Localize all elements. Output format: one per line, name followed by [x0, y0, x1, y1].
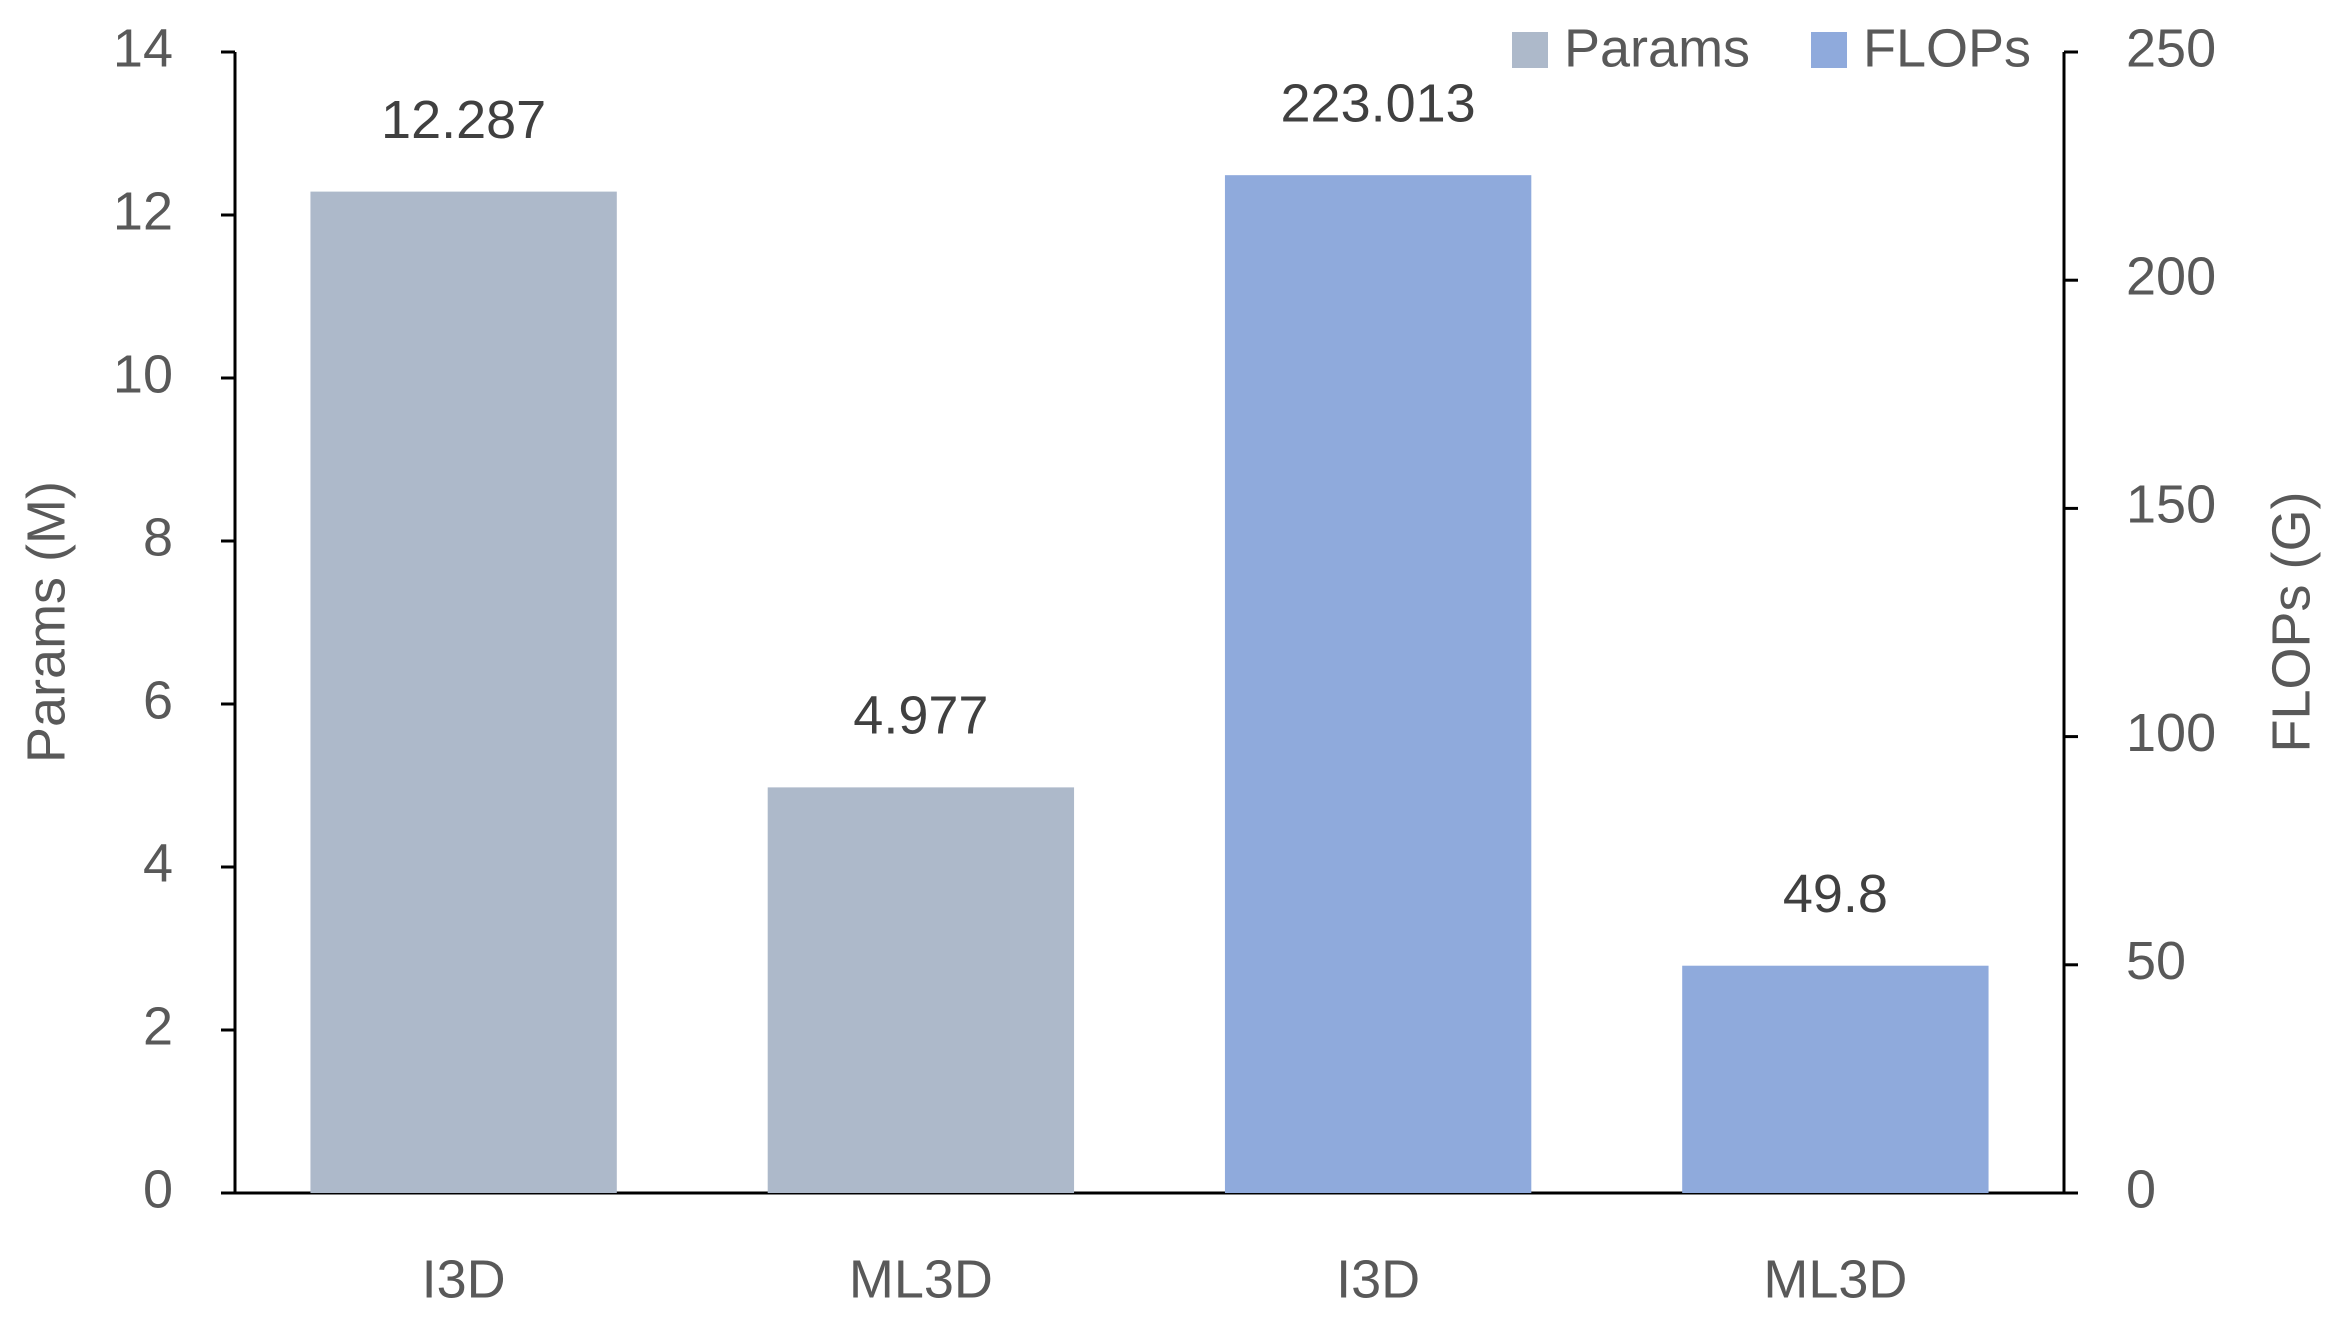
legend-swatch [1811, 32, 1847, 68]
x-tick-label: I3D [422, 1249, 506, 1309]
y-tick-label: 10 [113, 344, 173, 404]
y-axis-title: Params (M) [16, 481, 76, 763]
y-tick-label: 14 [113, 18, 173, 78]
y-tick-label: 8 [143, 507, 173, 567]
data-label: 4.977 [853, 686, 988, 746]
bar [310, 191, 617, 1193]
legend-swatch [1512, 32, 1548, 68]
bar [1224, 175, 1532, 1193]
y2-axis-title: FLOPs (G) [2261, 491, 2321, 752]
legend-label: FLOPs [1863, 18, 2031, 78]
y-tick-label: 12 [113, 181, 173, 241]
y-tick-label: 2 [143, 996, 173, 1056]
x-tick-label: I3D [1336, 1249, 1420, 1309]
y2-tick-label: 150 [2126, 475, 2216, 535]
y2-tick-label: 200 [2126, 246, 2216, 306]
legend-label: Params [1564, 18, 1750, 78]
y2-tick-label: 50 [2126, 931, 2186, 991]
y-tick-label: 0 [143, 1159, 173, 1219]
bar [767, 787, 1075, 1193]
y2-tick-label: 0 [2126, 1159, 2156, 1219]
data-label: 49.8 [1783, 864, 1888, 924]
x-tick-label: ML3D [849, 1249, 993, 1309]
y2-tick-label: 250 [2126, 18, 2216, 78]
x-tick-label: ML3D [1763, 1249, 1907, 1309]
y-tick-label: 6 [143, 670, 173, 730]
y2-tick-label: 100 [2126, 703, 2216, 763]
data-label: 223.013 [1281, 73, 1476, 133]
y-tick-label: 4 [143, 833, 173, 893]
bar [1682, 965, 1989, 1193]
data-label: 12.287 [381, 90, 546, 150]
